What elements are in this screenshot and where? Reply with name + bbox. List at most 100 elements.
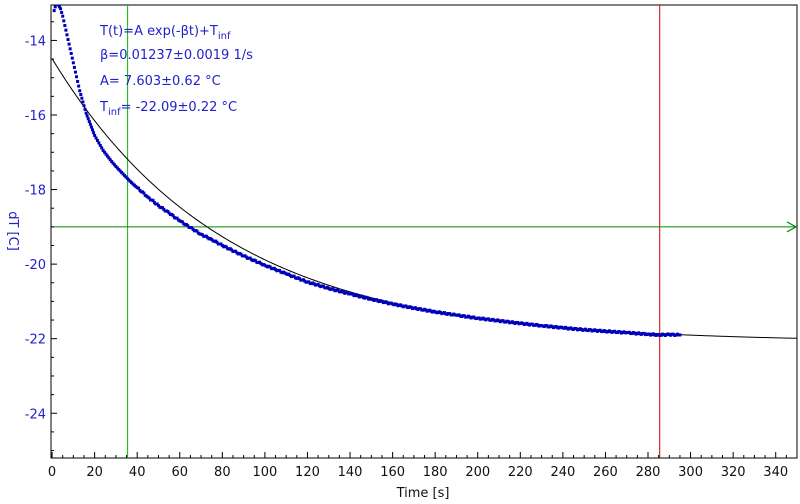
data-point [268, 265, 272, 269]
data-point [195, 229, 199, 233]
data-point [103, 150, 107, 154]
x-tick-label: 180 [423, 465, 448, 480]
data-point [97, 141, 101, 145]
data-point [73, 70, 77, 74]
data-point [278, 268, 282, 272]
y-tick-label: -14 [25, 34, 46, 49]
data-point [95, 138, 99, 142]
data-points [52, 2, 682, 338]
y-axis: -24 -22 -20 -18 -16 -14 [25, 21, 57, 452]
plot-area [51, 2, 797, 458]
data-point [55, 2, 58, 5]
x-tick-label: 20 [86, 465, 103, 480]
data-point [66, 37, 70, 41]
data-point [108, 158, 112, 162]
data-point [68, 47, 72, 51]
data-point [85, 114, 89, 118]
data-point [200, 233, 204, 237]
x-tick-label: 160 [380, 465, 405, 480]
x-tick-label: 80 [214, 465, 231, 480]
plot-frame [50, 4, 798, 459]
data-point [105, 154, 109, 158]
data-point [60, 10, 64, 14]
data-point [175, 216, 179, 220]
data-point [70, 56, 74, 60]
data-point [292, 274, 296, 278]
data-point [59, 7, 63, 11]
data-point [167, 211, 171, 215]
data-point [215, 240, 219, 244]
data-point [151, 199, 155, 203]
data-point [297, 277, 301, 281]
data-point [111, 161, 115, 165]
data-point [76, 79, 80, 83]
data-point [104, 152, 108, 156]
data-point [239, 252, 243, 256]
data-point [81, 100, 85, 104]
data-point [62, 19, 66, 23]
data-point [678, 333, 682, 337]
y-tick-label: -24 [25, 407, 46, 422]
data-point [186, 224, 190, 228]
x-tick-label: 340 [763, 465, 788, 480]
fit-formula: T(t)=A exp(-βt)+Tinf [99, 24, 231, 42]
data-point [180, 220, 184, 224]
x-tick-label: 60 [171, 465, 188, 480]
data-point [53, 5, 57, 9]
fit-annotation: T(t)=A exp(-βt)+Tinf β=0.01237±0.0019 1/… [99, 24, 253, 118]
data-point [79, 92, 83, 96]
horizontal-line-arrowhead [786, 221, 798, 233]
data-point [86, 117, 90, 121]
data-point [71, 61, 75, 65]
data-point [64, 28, 68, 32]
data-point [142, 191, 146, 195]
data-point [77, 84, 81, 88]
data-point [72, 65, 76, 69]
data-point [166, 209, 170, 213]
data-point [80, 96, 84, 100]
data-point [61, 14, 65, 18]
x-tick-label: 320 [721, 465, 746, 480]
data-point [234, 249, 238, 253]
data-point [92, 131, 96, 135]
data-point [98, 143, 102, 147]
x-tick-label: 140 [338, 465, 363, 480]
fit-amplitude: A= 7.603±0.62 °C [100, 74, 221, 89]
data-point [94, 136, 98, 140]
x-tick-label: 240 [550, 465, 575, 480]
x-tick-label: 100 [252, 465, 277, 480]
y-axis-title: dT [C] [5, 211, 20, 251]
data-point [89, 125, 93, 129]
data-point [248, 256, 252, 260]
data-point [58, 5, 62, 9]
data-point [147, 196, 151, 200]
x-tick-label: 220 [508, 465, 533, 480]
x-tick-label: 260 [593, 465, 618, 480]
data-point [155, 202, 159, 206]
data-point [69, 51, 73, 55]
data-point [52, 9, 56, 13]
data-point [87, 120, 91, 124]
x-axis-title: Time [s] [396, 486, 450, 501]
data-point [88, 122, 92, 126]
data-point [254, 259, 258, 263]
data-point [307, 280, 311, 284]
x-tick-label: 120 [295, 465, 320, 480]
data-point [107, 156, 111, 160]
data-point [83, 107, 87, 111]
x-tick-label: 300 [678, 465, 703, 480]
data-point [321, 284, 325, 288]
data-point [78, 89, 82, 93]
data-point [75, 75, 79, 79]
data-point [156, 204, 160, 208]
data-point [91, 128, 95, 132]
data-point [93, 133, 97, 137]
marker-lines [51, 5, 796, 458]
data-point [160, 206, 164, 210]
fit-tinf: Tinf= -22.09±0.22 °C [99, 100, 237, 118]
data-point [112, 163, 116, 167]
data-point [204, 234, 208, 238]
x-axis: 0 20 40 60 80 100 120 140 160 180 200 220 240 260 280 3… [48, 452, 788, 480]
data-point [84, 111, 88, 115]
